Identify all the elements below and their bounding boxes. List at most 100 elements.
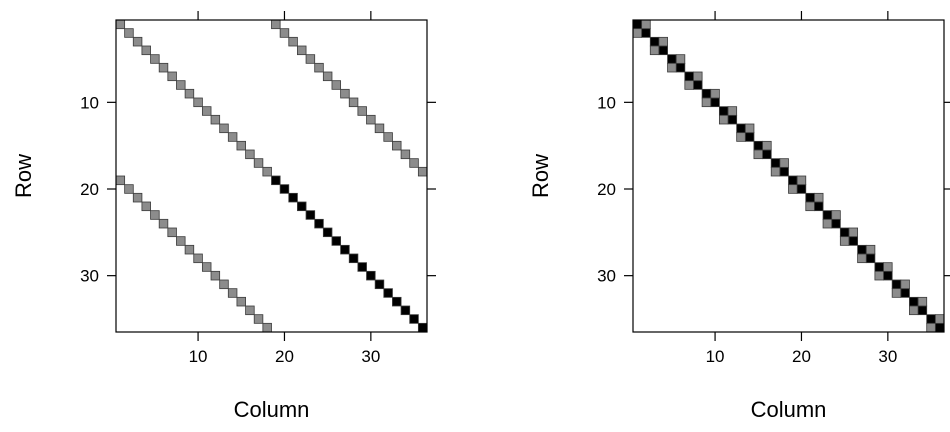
matrix-cell [383,132,393,142]
matrix-cell [288,36,298,47]
y-tick-label: 10 [80,93,99,112]
x-tick-label: 10 [189,347,208,366]
matrix-cell [219,279,229,290]
matrix-cell [934,314,945,324]
matrix-cell [727,106,738,116]
matrix-cell [874,270,884,281]
y-axis-label: Row [11,154,36,198]
matrix-cell [158,62,169,73]
matrix-cell [658,36,668,47]
matrix-cell [649,45,660,56]
matrix-cell [865,253,876,264]
matrix-cell [909,296,919,307]
matrix-cell [857,253,867,264]
matrix-cell [167,71,177,82]
y-axis-label: Row [528,154,553,198]
matrix-cell [917,296,928,307]
y-tick-label: 30 [597,267,616,286]
matrix-cell [874,262,884,272]
matrix-cell [383,288,393,298]
matrix-cell [322,71,333,82]
matrix-panel-right: 10 20 30 10 20 30 Column Row [528,11,950,422]
matrix-cell [340,88,350,99]
matrix-cell [245,305,255,316]
matrix-cell [201,262,212,272]
matrix-cell [305,210,316,220]
matrix-cell [857,244,867,255]
y-tick-label: 20 [80,180,99,199]
matrix-cell [227,288,238,298]
matrix-cell [262,166,272,177]
matrix-cell [883,262,893,272]
matrix-cell [348,253,359,264]
matrix-cell [710,88,720,99]
matrix-cell [366,270,376,281]
matrix-cell [684,71,694,82]
matrix-panel-left: 10 20 30 10 20 30 Column Row [11,11,436,422]
matrix-cell [658,45,668,56]
matrix-cell [357,262,367,272]
matrix-cell [632,28,643,38]
matrix-cell [900,279,910,290]
matrix-cell [271,175,281,186]
matrix-cell [693,80,703,90]
matrix-cell [632,19,643,30]
matrix-cell [796,175,807,186]
matrix-cell [124,28,134,38]
y-tick-label: 20 [597,180,616,199]
matrix-cell [167,227,177,238]
matrix-cell [848,227,859,238]
matrix-cell [409,158,419,168]
matrix-cell [374,279,385,290]
matrix-cell [718,114,729,125]
matrix-cell [150,54,160,64]
matrix-cell [314,62,324,73]
matrix-cell [184,244,195,255]
matrix-cell [210,270,221,281]
matrix-cell [891,288,902,298]
matrix-cell [883,270,893,281]
matrix-cell [348,97,359,108]
matrix-cell [641,19,651,30]
matrix-cell [796,184,807,194]
matrix-cell [115,175,126,186]
matrix-cell [115,19,126,30]
matrix-cell [909,305,919,316]
matrix-cell [297,201,307,212]
matrix-cell [839,227,850,238]
matrix-cell [865,244,876,255]
matrix-cell [279,28,290,38]
matrix-cell [331,236,342,246]
matrix-cell [253,314,264,324]
matrix-cell [141,45,151,56]
matrix-cell [176,80,186,90]
matrix-cell [357,106,367,116]
y-tick-label: 30 [80,267,99,286]
matrix-cell [193,253,203,264]
matrix-cell [753,149,763,160]
matrix-cell [279,184,290,194]
x-tick-label: 20 [275,347,294,366]
matrix-cell [271,19,281,30]
matrix-cell [736,123,746,134]
matrix-cell [184,88,195,99]
matrix-cell [253,158,264,168]
matrix-cell [779,158,789,168]
matrix-cell [805,201,815,212]
matrix-cell [124,184,134,194]
matrix-cell [392,140,402,151]
matrix-cell [176,236,186,246]
matrix-cell [314,218,324,229]
matrix-cell [193,97,203,108]
plot-frame [632,19,945,333]
matrix-cell [417,166,428,177]
matrix-cell [210,114,221,125]
matrix-cell [701,97,712,108]
matrix-cell [770,166,781,177]
matrix-cell [649,36,660,47]
matrix-cell [934,322,945,333]
x-axis-label: Column [751,397,827,422]
matrix-cell [201,106,212,116]
matrix-cell [641,28,651,38]
